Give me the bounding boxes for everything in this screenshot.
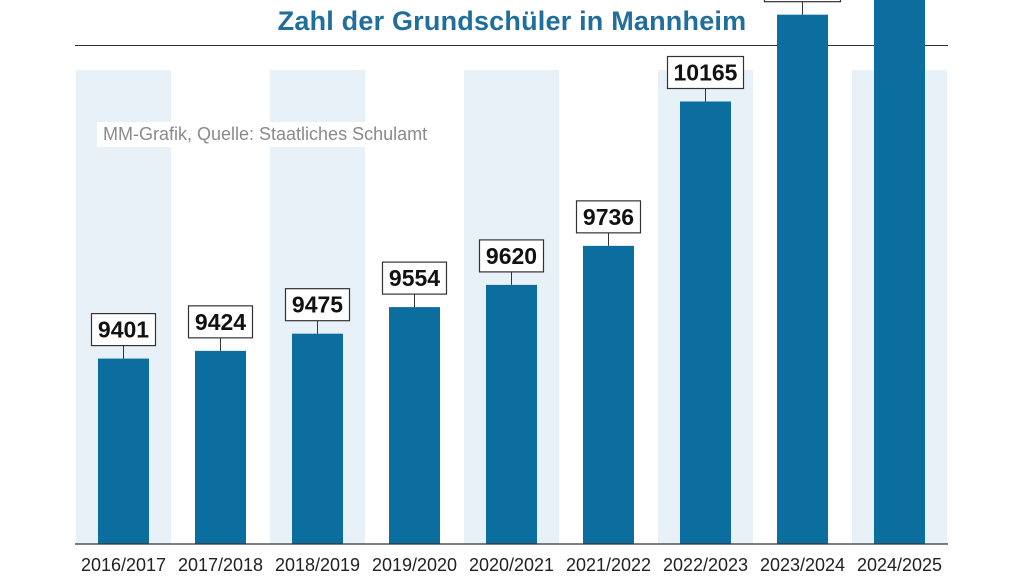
- value-label-box: [575, 200, 642, 234]
- x-tick-label: 2023/2024: [760, 555, 845, 575]
- bar-2023/2024: [777, 14, 828, 545]
- value-label-box: [381, 261, 448, 295]
- bar-2018/2019: [292, 333, 343, 544]
- value-label: 9736: [583, 204, 634, 230]
- bar-2024/2025: [874, 0, 925, 544]
- chart-title: Zahl der Grundschüler in Mannheim: [277, 6, 747, 36]
- x-tick-label: 2020/2021: [469, 555, 554, 575]
- value-label-box: [478, 239, 545, 273]
- bar-2022/2023: [680, 101, 731, 544]
- x-tick-label: 2022/2023: [663, 555, 748, 575]
- x-tick-label: 2017/2018: [178, 555, 263, 575]
- x-tick-label: 2019/2020: [372, 555, 457, 575]
- bar-2019/2020: [389, 307, 440, 544]
- source-note: MM-Grafik, Quelle: Staatliches Schulamt: [97, 122, 434, 147]
- value-label: 9424: [195, 309, 246, 335]
- value-label-box: [763, 0, 842, 3]
- value-label: 10165: [674, 60, 738, 86]
- bar-2016/2017: [98, 358, 149, 544]
- bar-2017/2018: [195, 350, 246, 544]
- x-tick-label: 2021/2022: [566, 555, 651, 575]
- value-label: 9554: [389, 265, 440, 291]
- value-label: 9401: [98, 317, 149, 343]
- bar-2021/2022: [583, 245, 634, 544]
- x-tick-label: 2018/2019: [275, 555, 360, 575]
- value-label-box: [666, 55, 745, 90]
- value-label: 9620: [486, 243, 537, 269]
- value-label-box: [187, 305, 254, 339]
- title-divider: [75, 45, 948, 46]
- value-label-box: [90, 312, 157, 347]
- bar-2020/2021: [486, 284, 537, 544]
- value-label: 9475: [292, 292, 343, 318]
- value-label-box: [284, 288, 351, 322]
- x-tick-label: 2016/2017: [81, 555, 166, 575]
- x-tick-label: 2024/2025: [857, 555, 942, 575]
